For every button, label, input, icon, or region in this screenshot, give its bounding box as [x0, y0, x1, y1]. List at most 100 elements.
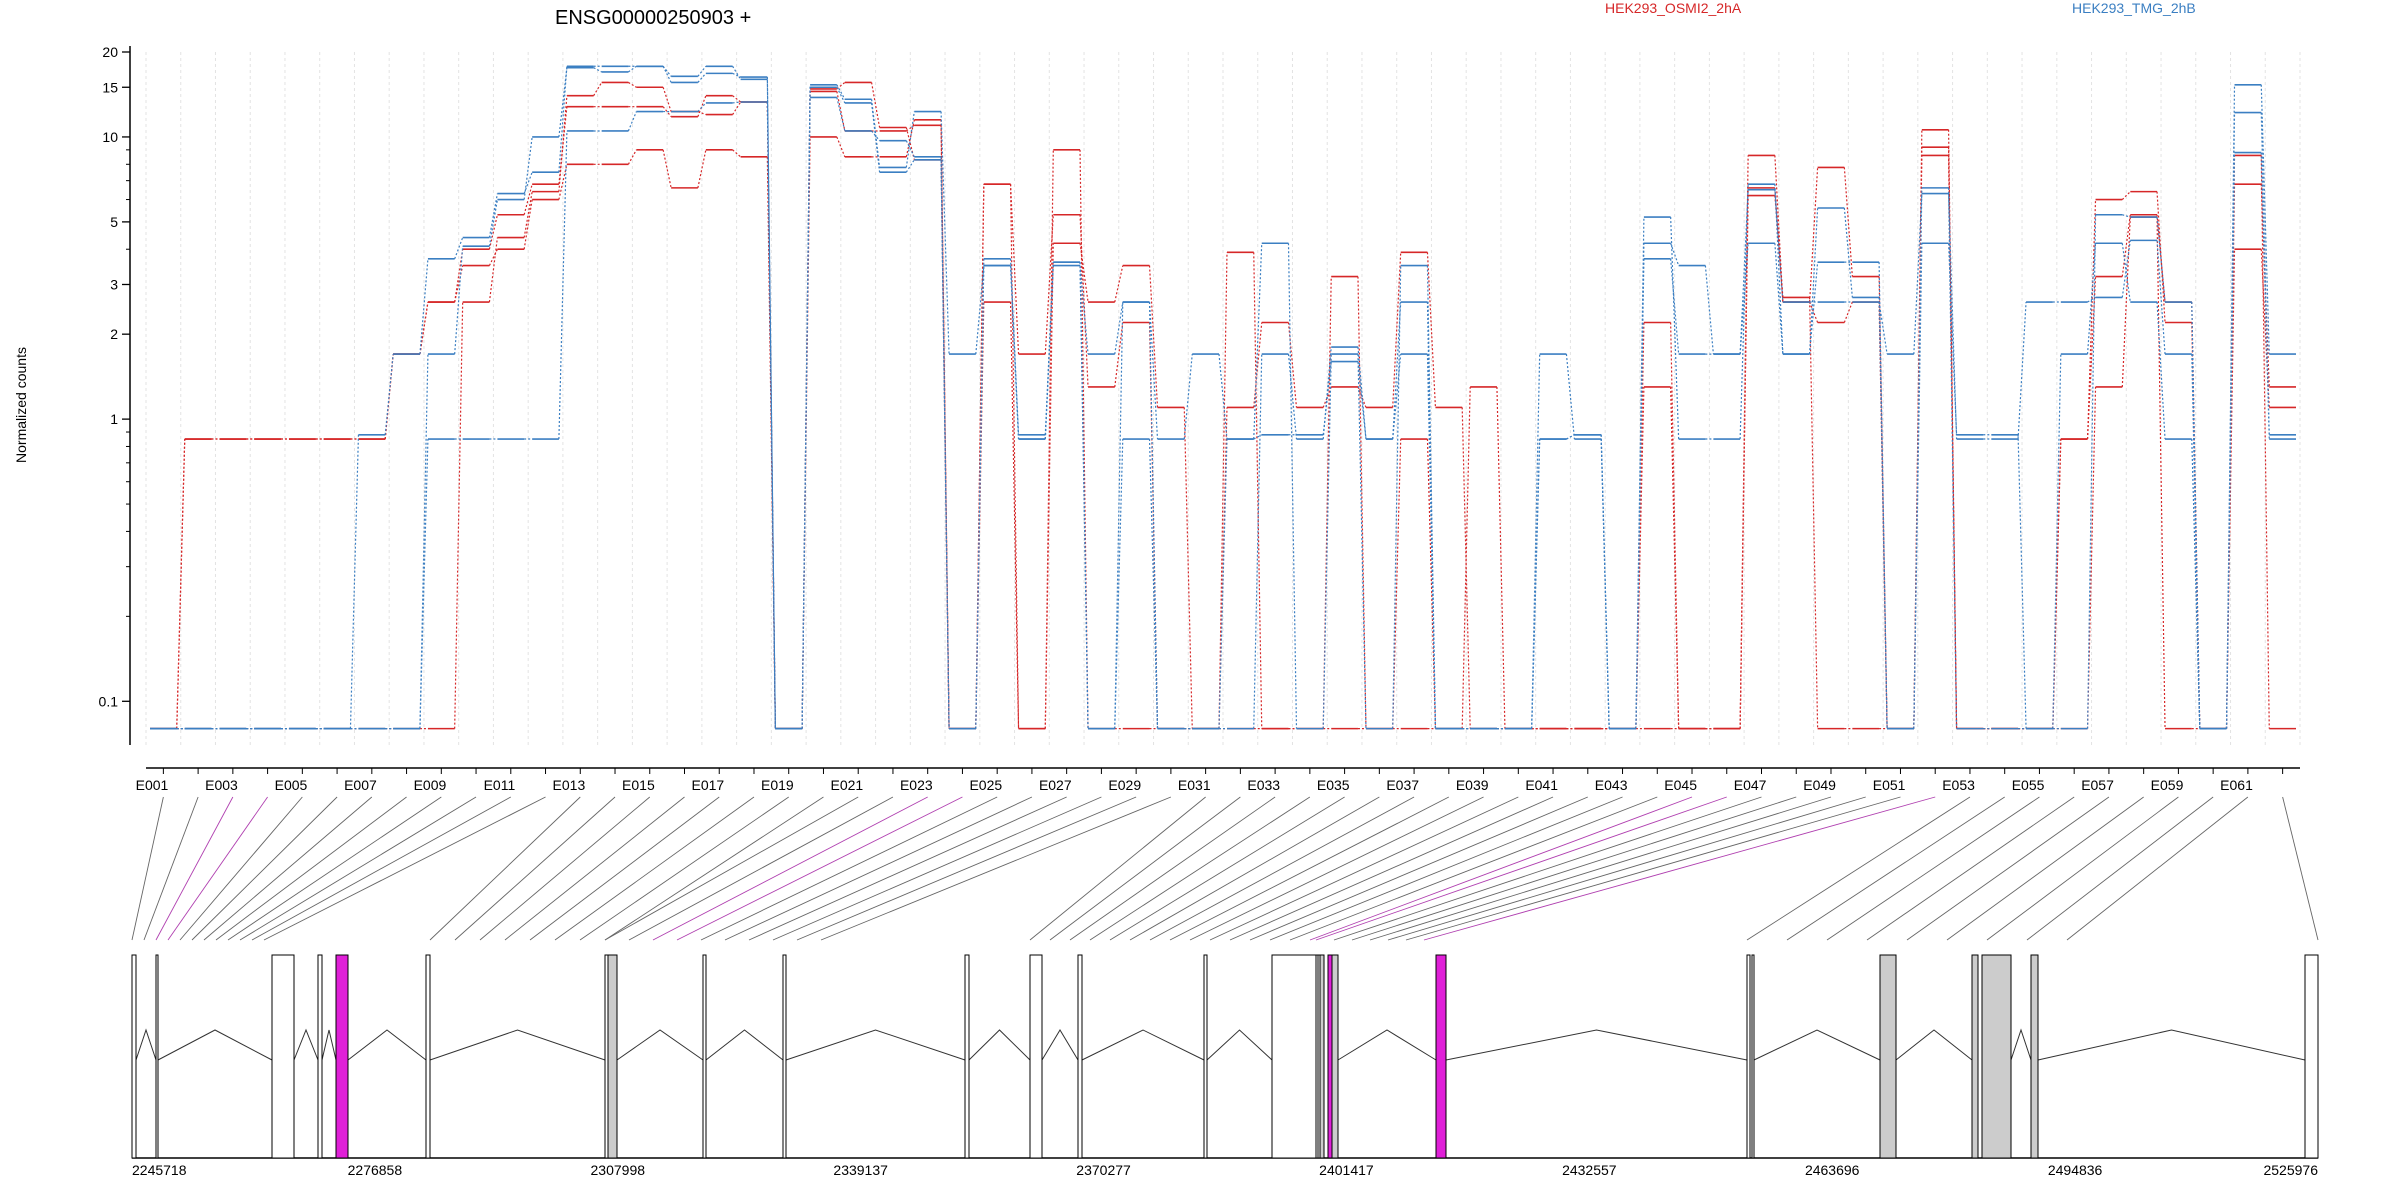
data-transition [1739, 184, 1749, 440]
data-transition [1392, 439, 1402, 729]
x-tick-label: E003 [205, 777, 238, 793]
data-transition [1357, 347, 1367, 440]
data-transition [732, 95, 741, 103]
connector-line [554, 796, 755, 941]
connector-line [1289, 796, 1658, 941]
data-transition [1774, 189, 1784, 303]
connector-line [1269, 796, 1623, 941]
data-transition [419, 354, 429, 729]
data-transition [1044, 214, 1054, 355]
data-transition [870, 99, 881, 168]
connector-line [724, 796, 1033, 941]
y-tick-label: 0.1 [99, 693, 119, 709]
exon [2030, 954, 2039, 1159]
data-transition [1426, 439, 1437, 729]
data-transition [1496, 386, 1506, 729]
connector-line [700, 796, 998, 941]
coordinate-label: 2370277 [1076, 1162, 1131, 1178]
data-transition [940, 156, 950, 729]
data-transition [628, 81, 637, 88]
connector-line [203, 796, 373, 941]
data-transition [2017, 434, 2027, 729]
intron [2037, 1029, 2306, 1061]
connector-line [1089, 796, 1311, 941]
data-transition [2156, 301, 2166, 440]
x-tick-label: E005 [275, 777, 308, 793]
data-transition [905, 159, 915, 173]
connector-line [1786, 796, 2005, 941]
legend-entry-osmi2: HEK293_OSMI2_2hA [1605, 0, 1742, 16]
intron [1206, 1029, 1273, 1061]
connector-line [167, 796, 268, 941]
data-transition [488, 237, 499, 303]
data-transition [419, 301, 429, 355]
connector-line [1746, 796, 1971, 941]
data-transition [1531, 439, 1541, 729]
x-tick-label: E017 [692, 777, 725, 793]
data-transition [732, 72, 741, 78]
connector-line [820, 796, 1172, 941]
data-transition [905, 111, 915, 168]
data-transition [1079, 265, 1089, 355]
data-transition [419, 439, 429, 729]
data-transition [1531, 354, 1541, 729]
legend-entry-tmg: HEK293_TMG_2hB [2072, 0, 2196, 16]
x-tick-label: E001 [136, 777, 169, 793]
coordinate-label: 2245718 [132, 1162, 187, 1178]
connector-line [1315, 796, 1727, 941]
data-transition [1148, 439, 1159, 729]
gene-model [131, 954, 2319, 1159]
connector-line [1826, 796, 2040, 941]
intron [321, 1029, 337, 1061]
x-tick-label: E049 [1803, 777, 1836, 793]
x-tick-label: E025 [969, 777, 1002, 793]
data-transition [1600, 439, 1610, 729]
exon-highlighted [335, 954, 349, 1159]
exon [1751, 954, 1755, 1159]
data-transition [2260, 155, 2270, 729]
data-transition [1079, 243, 1089, 303]
data-transition [975, 265, 985, 355]
connector-line [179, 796, 303, 941]
intron [1753, 1029, 1881, 1061]
connector-line [604, 796, 824, 941]
data-transition [836, 81, 846, 90]
exon [1029, 954, 1043, 1159]
x-tick-label: E061 [2220, 777, 2253, 793]
data-transition [1009, 184, 1020, 729]
data-transition [2087, 296, 2096, 303]
intron [1895, 1029, 1973, 1061]
data-transition [628, 65, 637, 73]
x-tick-label: E047 [1734, 777, 1767, 793]
data-transition [1079, 262, 1089, 729]
intron [347, 1029, 427, 1061]
connector-line [1109, 796, 1345, 941]
connector-line [652, 796, 928, 941]
exon [1971, 954, 1979, 1159]
x-tick-label: E029 [1108, 777, 1141, 793]
connector-line [1249, 796, 1588, 941]
data-transition [384, 354, 394, 435]
data-transition [2156, 217, 2166, 729]
connector-line [1906, 796, 2110, 941]
data-transition [2017, 301, 2027, 440]
connector-line [1405, 796, 1901, 941]
coordinate-label: 2307998 [591, 1162, 646, 1178]
exon [425, 954, 431, 1159]
connector-line [2026, 796, 2214, 941]
x-tick-label: E009 [414, 777, 447, 793]
data-transition [1878, 276, 1888, 729]
connector-line [227, 796, 442, 941]
data-transition [1426, 302, 1437, 729]
data-transition [1218, 439, 1228, 729]
data-transition [1009, 184, 1020, 355]
data-transition [1148, 302, 1159, 729]
data-transition [662, 87, 672, 112]
data-transition [1913, 193, 1923, 355]
intron [616, 1029, 704, 1061]
connector-line [239, 796, 477, 941]
x-tick-label: E023 [900, 777, 933, 793]
connector-line [579, 796, 789, 941]
data-transition [940, 111, 950, 355]
connector-line [1129, 796, 1380, 941]
